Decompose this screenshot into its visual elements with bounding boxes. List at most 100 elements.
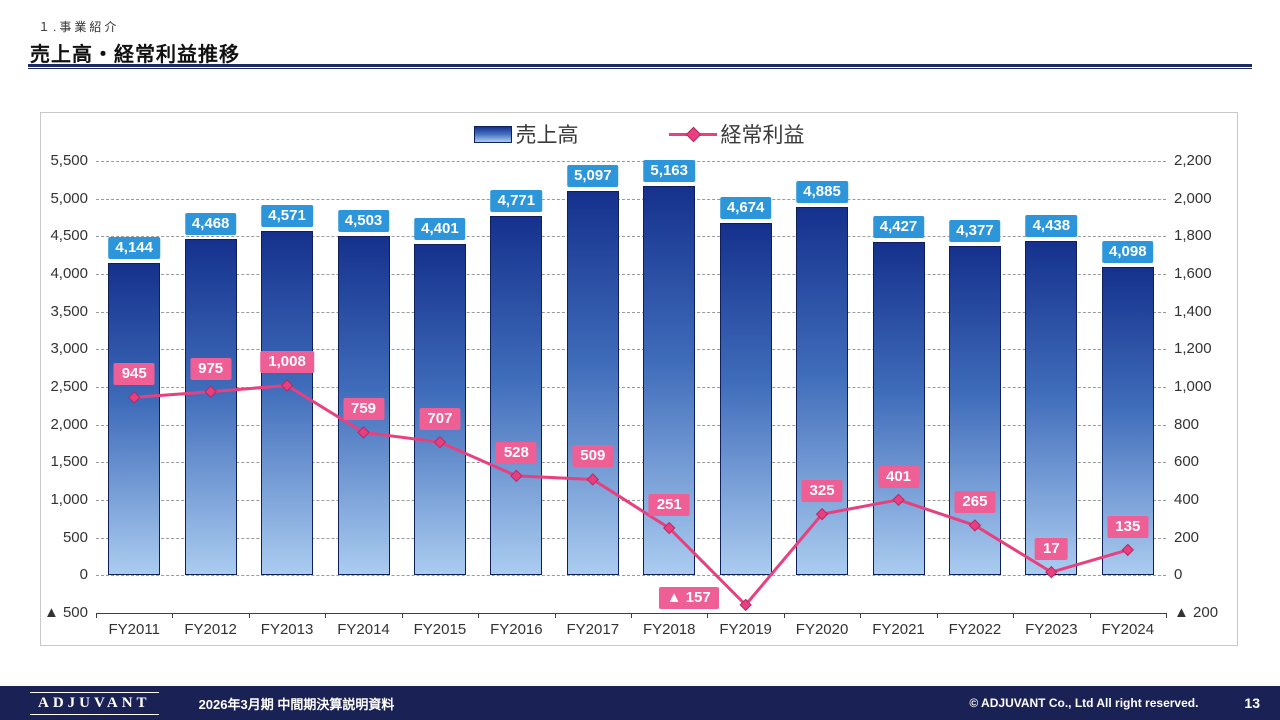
- sales-bar: [184, 238, 237, 576]
- sales-value-label: 4,503: [337, 210, 390, 233]
- left-axis-tick-label: ▲ 500: [43, 604, 88, 621]
- profit-marker: [663, 521, 676, 535]
- page-title: 売上高・経常利益推移: [30, 44, 240, 66]
- chart-area: 売上高 経常利益 5,500 2,200 5,000 2,000 4,500 1,800 4…: [40, 112, 1238, 646]
- legend-label-sales: 売上高: [515, 124, 579, 147]
- plot-area: 5,500 2,200 5,000 2,000 4,500 1,800 4,000 1,600…: [41, 113, 1237, 645]
- right-axis-tick-label: 1,800: [1174, 227, 1212, 245]
- category-label: FY2013: [260, 621, 314, 638]
- right-axis-tick-label: 0: [1174, 566, 1183, 584]
- profit-marker: [739, 598, 752, 612]
- profit-marker: [510, 469, 523, 483]
- category-label: FY2017: [566, 621, 620, 638]
- axis-tick: [172, 613, 174, 618]
- left-axis-tick-label: 2,500: [50, 378, 88, 395]
- right-axis-tick-label: 600: [1174, 453, 1200, 471]
- profit-value-label: 528: [495, 441, 537, 464]
- gridline: [96, 349, 1166, 351]
- gridline: [96, 198, 1166, 200]
- category-label: FY2012: [184, 621, 237, 638]
- profit-value-label: 251: [648, 494, 690, 517]
- profit-marker: [204, 385, 217, 398]
- left-axis-tick-label: 5,500: [50, 152, 88, 169]
- deck-title: 2026年3月期 中間期決算説明資料: [198, 696, 395, 712]
- right-axis-tick-label: 400: [1174, 491, 1200, 508]
- left-axis-tick-label: 1,500: [50, 453, 88, 471]
- left-axis-tick-label: 5,000: [50, 189, 88, 207]
- category-label: FY2011: [108, 621, 160, 638]
- gridline: [96, 424, 1166, 426]
- right-axis-tick-label: ▲ 200: [1174, 604, 1219, 621]
- sales-value-label: 5,097: [567, 165, 619, 188]
- profit-value-label: 759: [342, 398, 385, 421]
- gridline: [96, 311, 1166, 313]
- sales-bar: [566, 191, 619, 576]
- axis-tick: [401, 613, 403, 618]
- gridline: [96, 236, 1166, 238]
- diamond-marker-icon: [685, 126, 701, 143]
- left-axis-tick-label: 0: [79, 566, 88, 584]
- sales-value-label: 5,163: [643, 160, 695, 183]
- axis-tick: [1166, 613, 1167, 618]
- right-axis-tick-label: 1,000: [1174, 378, 1212, 395]
- sales-value-label: 4,771: [490, 189, 543, 212]
- sales-value-label: 4,885: [796, 181, 848, 204]
- profit-value-label: 325: [801, 480, 843, 503]
- profit-marker: [1121, 543, 1134, 557]
- gridline: [96, 161, 1166, 162]
- footer: ADJUVANT 2026年3月期 中間期決算説明資料 © ADJUVANT C…: [0, 686, 1280, 720]
- profit-marker: [128, 391, 141, 404]
- left-axis-tick-label: 4,500: [50, 227, 88, 245]
- profit-value-label: 707: [419, 408, 461, 431]
- sales-value-label: 4,674: [719, 197, 772, 220]
- category-label: FY2022: [948, 621, 1002, 638]
- profit-value-label: 945: [113, 363, 155, 386]
- profit-marker: [433, 435, 447, 449]
- axis-tick: [554, 613, 556, 618]
- sales-series-icon: [473, 125, 512, 143]
- category-label: FY2019: [719, 621, 772, 638]
- gridline: [96, 500, 1166, 501]
- profit-value-label: 1,008: [260, 351, 314, 374]
- sales-value-label: 4,401: [414, 217, 466, 240]
- category-label: FY2023: [1025, 621, 1078, 638]
- axis-tick: [1089, 613, 1091, 618]
- sales-value-label: 4,098: [1102, 240, 1154, 263]
- sales-bar: [261, 230, 314, 576]
- sales-value-label: 4,377: [949, 219, 1001, 242]
- profit-value-label: 17: [1035, 538, 1068, 561]
- profit-value-label: 265: [954, 491, 996, 514]
- sales-value-label: 4,438: [1025, 215, 1078, 237]
- sales-bar: [719, 223, 772, 576]
- section-label: １.事業紹介: [38, 20, 120, 34]
- profit-value-label: 401: [877, 465, 920, 488]
- axis-tick: [325, 613, 327, 618]
- profit-marker: [892, 493, 905, 507]
- profit-value-label: ▲ 157: [658, 586, 719, 609]
- profit-value-label: 135: [1107, 515, 1149, 538]
- right-axis-tick-label: 800: [1174, 415, 1200, 433]
- profit-value-label: 975: [190, 357, 232, 380]
- category-label: FY2021: [872, 621, 925, 638]
- right-axis-tick-label: 1,200: [1174, 340, 1212, 358]
- gridline: [96, 387, 1166, 388]
- left-axis-tick-label: 1,000: [50, 491, 88, 508]
- sales-value-label: 4,571: [261, 204, 313, 227]
- left-axis-tick-label: 3,000: [50, 340, 88, 358]
- left-axis-tick-label: 3,500: [50, 302, 88, 320]
- axis-tick: [96, 613, 97, 618]
- legend-label-profit: 経常利益: [720, 124, 805, 147]
- profit-line: [128, 379, 1134, 612]
- profit-series-icon: [668, 126, 717, 143]
- right-axis-tick-label: 2,000: [1174, 189, 1212, 207]
- left-axis-tick-label: 2,000: [50, 415, 88, 433]
- axis-tick: [707, 613, 709, 618]
- right-axis-tick-label: 1,600: [1174, 265, 1212, 282]
- axis-tick: [936, 613, 938, 618]
- left-axis-tick-label: 4,000: [50, 265, 88, 282]
- gridline: [96, 537, 1166, 539]
- profit-marker: [280, 379, 294, 392]
- gridline: [96, 462, 1166, 464]
- axis-tick: [478, 613, 480, 618]
